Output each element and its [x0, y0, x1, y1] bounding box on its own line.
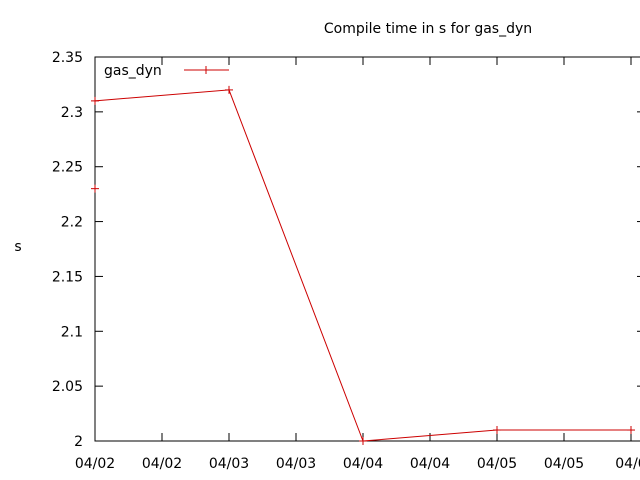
- y-tick-label: 2.15: [52, 269, 83, 285]
- legend: gas_dyn: [104, 63, 229, 79]
- x-tick-label: 04/03: [209, 456, 249, 472]
- data-point: [359, 437, 367, 445]
- x-ticks: 04/02 04/02 04/03 04/03 04/04 04/04 04/05 04/05…: [75, 57, 640, 472]
- y-tick-label: 2.05: [52, 379, 83, 395]
- series-layer: [91, 85, 635, 445]
- plot-frame: [94, 56, 640, 442]
- x-tick-label: 04/05: [477, 456, 517, 472]
- x-tick-label: 04/02: [75, 456, 115, 472]
- y-tick-label: 2.35: [52, 50, 83, 66]
- x-tick-label: 04/03: [276, 456, 316, 472]
- x-tick-label: 04/0: [615, 456, 640, 472]
- x-tick-label: 04/05: [544, 456, 584, 472]
- y-tick-label: 2.2: [61, 215, 83, 231]
- y-tick-label: 2: [74, 434, 83, 450]
- data-point: [627, 426, 635, 435]
- legend-label: gas_dyn: [104, 63, 162, 79]
- data-point-extra: [91, 184, 99, 193]
- y-axis-label: s: [14, 239, 21, 255]
- y-tick-label: 2.25: [52, 160, 83, 176]
- y-tick-label: 2.3: [61, 105, 83, 121]
- series-line: [94, 89, 631, 442]
- x-tick-label: 04/02: [142, 456, 182, 472]
- y-tick-label: 2.1: [61, 324, 83, 340]
- chart-title: Compile time in s for gas_dyn: [324, 21, 532, 37]
- data-point: [225, 85, 233, 94]
- x-tick-label: 04/04: [410, 456, 450, 472]
- y-ticks: 2 2.05 2.1 2.15 2.2 2.25 2.3 2.35: [52, 50, 640, 450]
- data-point: [91, 96, 99, 105]
- x-tick-label: 04/04: [343, 456, 383, 472]
- data-point: [493, 426, 501, 435]
